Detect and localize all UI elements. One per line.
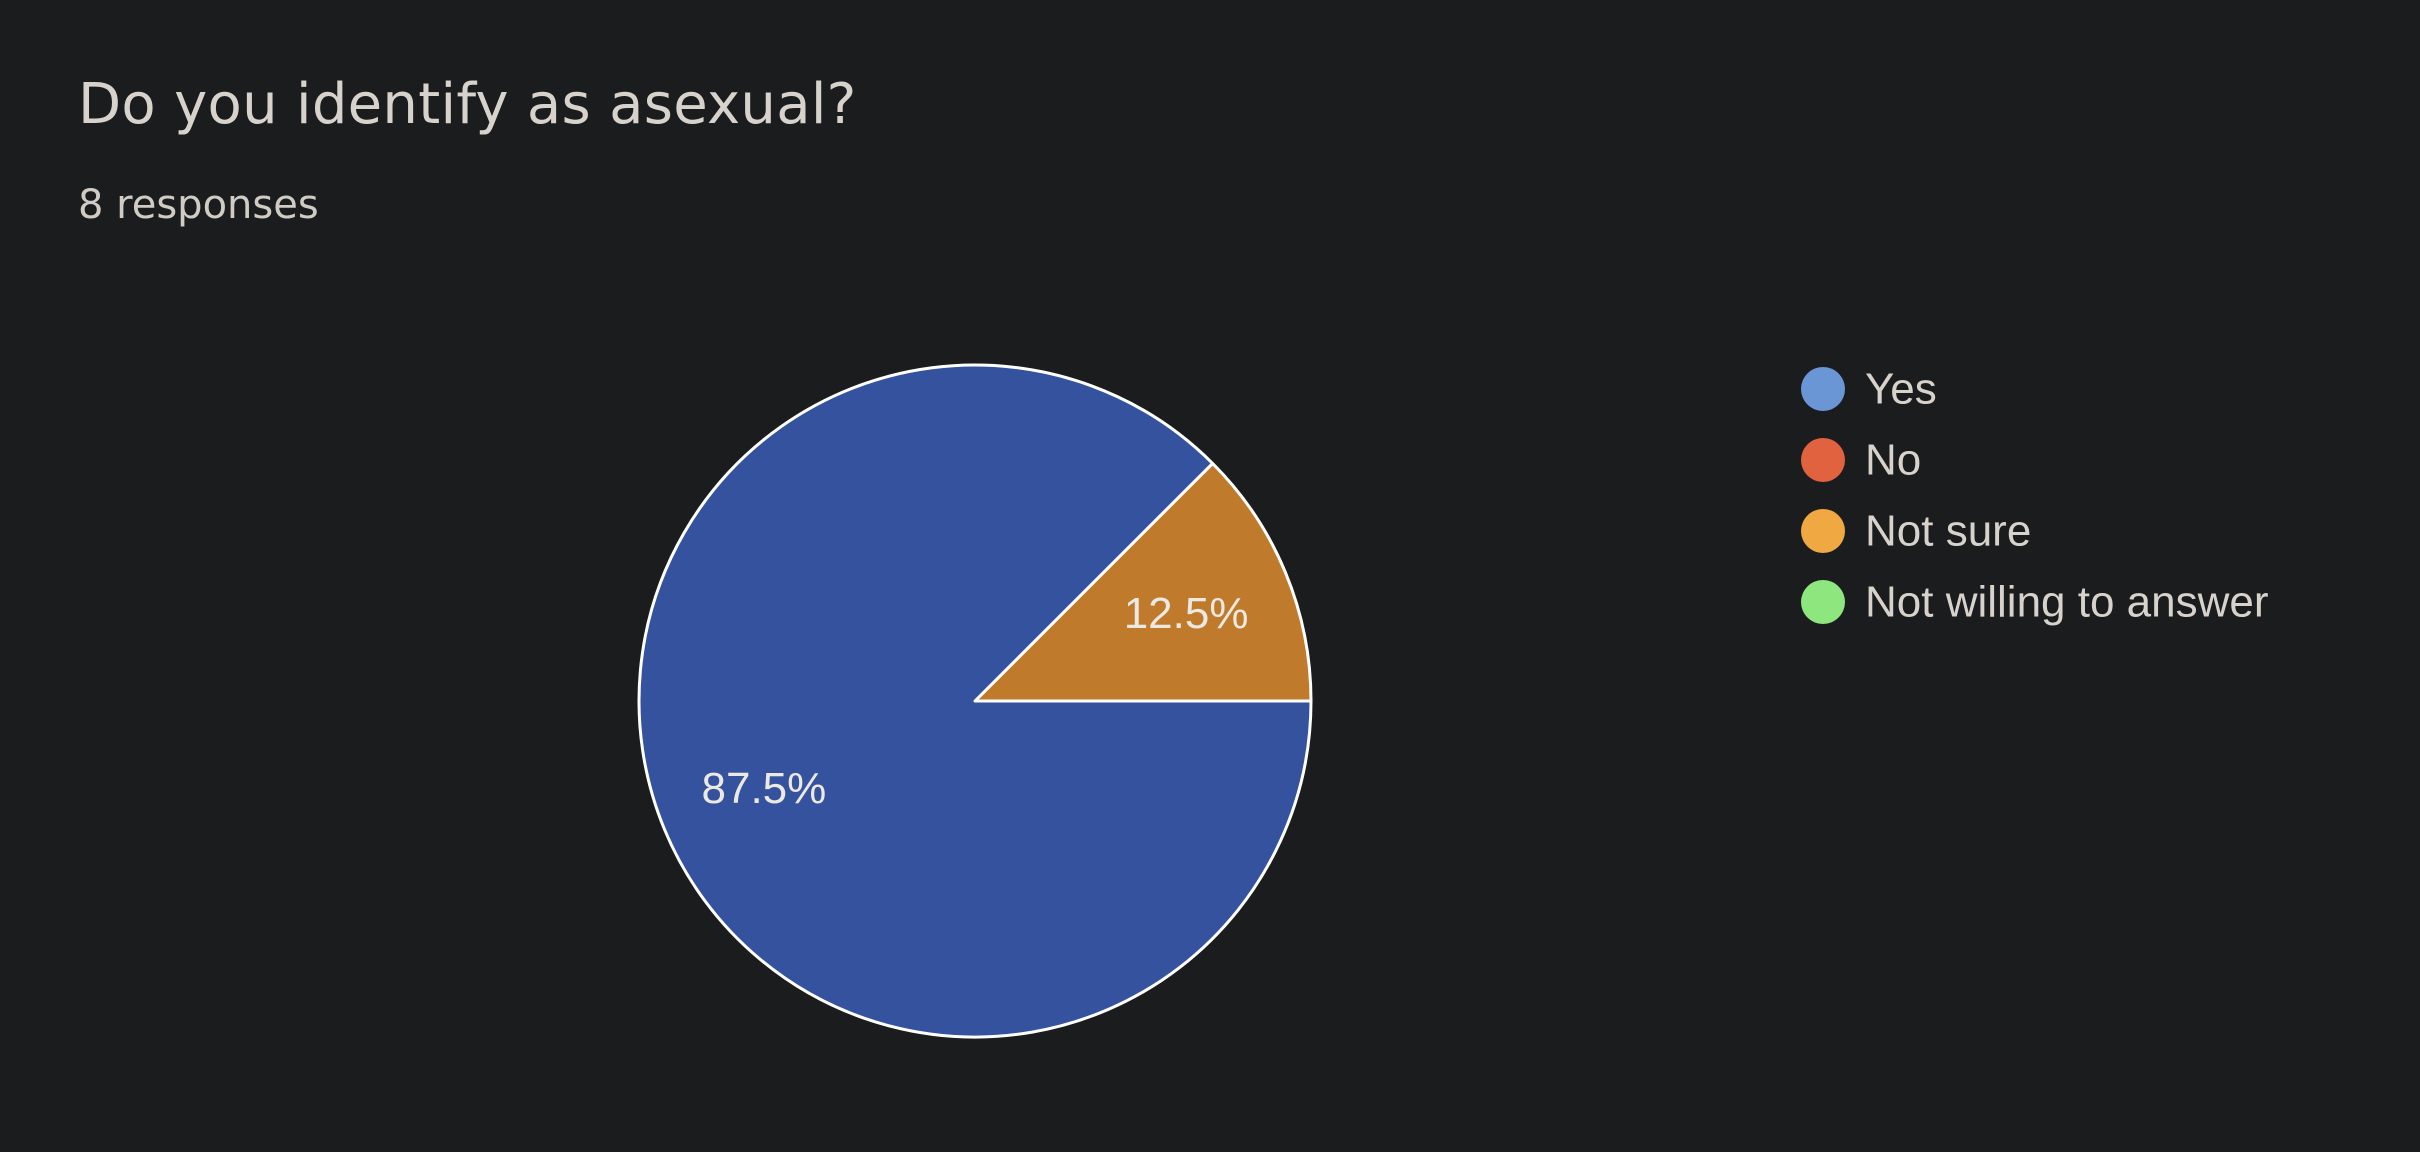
legend-swatch (1801, 438, 1845, 482)
pie-slice-labels: 12.5% 87.5% (702, 589, 1249, 813)
slice-label-yes: 87.5% (702, 764, 827, 813)
legend-swatch (1801, 367, 1845, 411)
question-title: Do you identify as asexual? (78, 72, 857, 137)
legend-label: Not willing to answer (1865, 578, 2269, 627)
pie-slice-yes[interactable] (637, 363, 1313, 1039)
legend-item-not-sure[interactable]: Not sure (1801, 507, 2031, 556)
legend-swatch (1801, 509, 1845, 553)
response-count: 8 responses (78, 182, 319, 228)
pie-slices (637, 363, 1313, 1039)
pie-slice-not-sure[interactable] (973, 461, 1313, 703)
legend-item-yes[interactable]: Yes (1801, 365, 1937, 414)
legend-label: No (1865, 436, 1921, 485)
legend-item-no[interactable]: No (1801, 436, 1921, 485)
chart-legend: Yes No Not sure Not willing to answer (1801, 365, 2269, 627)
slice-label-not-sure: 12.5% (1124, 589, 1249, 638)
legend-item-not-willing-to-answer[interactable]: Not willing to answer (1801, 578, 2269, 627)
legend-swatch (1801, 580, 1845, 624)
legend-label: Yes (1865, 365, 1937, 414)
legend-label: Not sure (1865, 507, 2031, 556)
